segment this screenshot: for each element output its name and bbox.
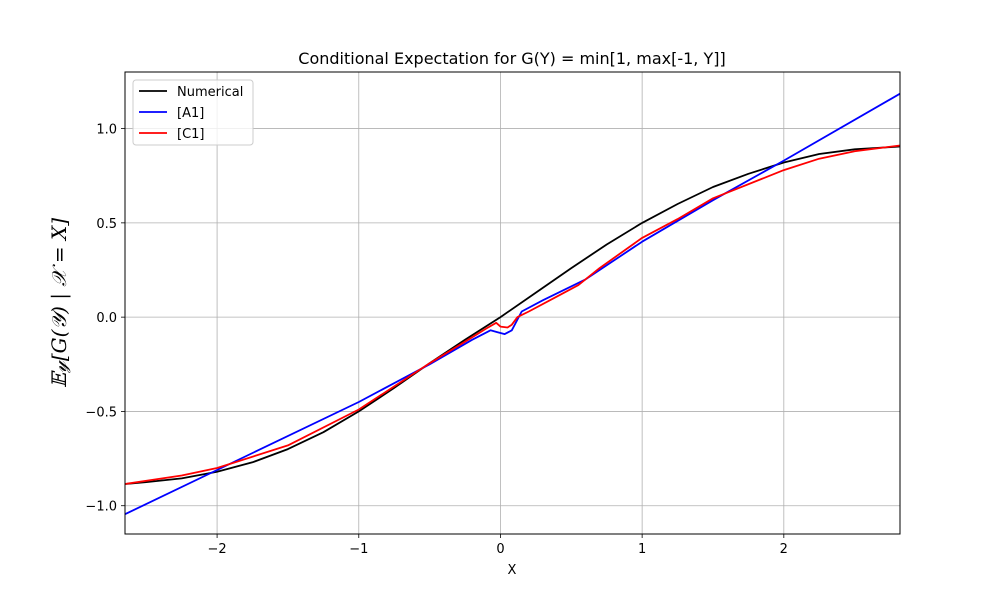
series-line-a1	[124, 92, 901, 516]
y-tick-label: 1.0	[96, 123, 117, 138]
chart-title: Conditional Expectation for G(Y) = min[1…	[298, 49, 725, 68]
x-tick-label: −1	[349, 542, 368, 557]
y-axis-label: 𝔼𝓎[G(𝒴) | 𝒳 = X]	[47, 218, 72, 388]
y-tick-label: −1.0	[85, 500, 117, 515]
series-line-numerical	[124, 145, 901, 485]
series-lines	[124, 92, 901, 516]
series-line-c1	[124, 144, 901, 485]
x-axis-label: X	[508, 563, 517, 578]
x-tick-label: 2	[780, 542, 788, 557]
y-tick-label: −0.5	[85, 405, 117, 420]
legend: Numerical [A1] [C1]	[132, 79, 254, 146]
legend-label-a1: [A1]	[177, 106, 204, 121]
x-tick-label: 1	[638, 542, 646, 557]
x-tick-label: 0	[496, 542, 504, 557]
plot-area-frame	[124, 71, 901, 535]
legend-box	[132, 79, 254, 146]
y-tick-label: 0.5	[96, 217, 117, 232]
legend-label-numerical: Numerical	[177, 85, 243, 100]
x-tick-label: −2	[208, 542, 227, 557]
y-tick-label: 0.0	[96, 311, 117, 326]
grid-lines	[125, 72, 900, 534]
legend-label-c1: [C1]	[177, 127, 205, 142]
axis-ticks: −2 −1 0 1 2 −1.0 −0.5 0.0 0.5 1.0	[85, 123, 788, 557]
